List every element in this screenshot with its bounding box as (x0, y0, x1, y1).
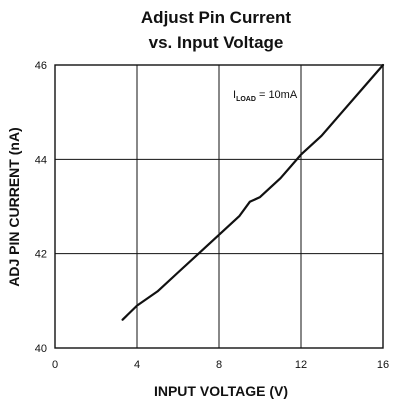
y-axis-label: ADJ PIN CURRENT (nA) (6, 127, 22, 286)
annotation-main: I (233, 89, 236, 101)
y-tick-label: 40 (35, 343, 47, 355)
series-line (121, 63, 385, 321)
tick-labels: 0 4 8 12 16 40 42 44 46 (35, 60, 389, 371)
annotation-value: = 10mA (256, 89, 298, 101)
load-annotation: ILOAD = 10mA (233, 89, 298, 103)
y-tick-label: 46 (35, 60, 47, 72)
plot-frame (54, 64, 384, 349)
y-tick-label: 42 (35, 249, 47, 261)
annotation-subscript: LOAD (236, 96, 256, 103)
x-tick-label: 8 (216, 359, 222, 371)
x-tick-label: 12 (295, 359, 307, 371)
grid-lines (55, 65, 383, 348)
chart-title-line2: vs. Input Voltage (149, 33, 284, 52)
x-tick-label: 16 (377, 359, 389, 371)
series-layer (121, 63, 385, 321)
x-tick-label: 4 (134, 359, 140, 371)
x-tick-label: 0 (52, 359, 58, 371)
x-axis-label: INPUT VOLTAGE (V) (154, 383, 288, 399)
chart-title-line1: Adjust Pin Current (141, 8, 292, 27)
y-tick-label: 44 (35, 154, 47, 166)
